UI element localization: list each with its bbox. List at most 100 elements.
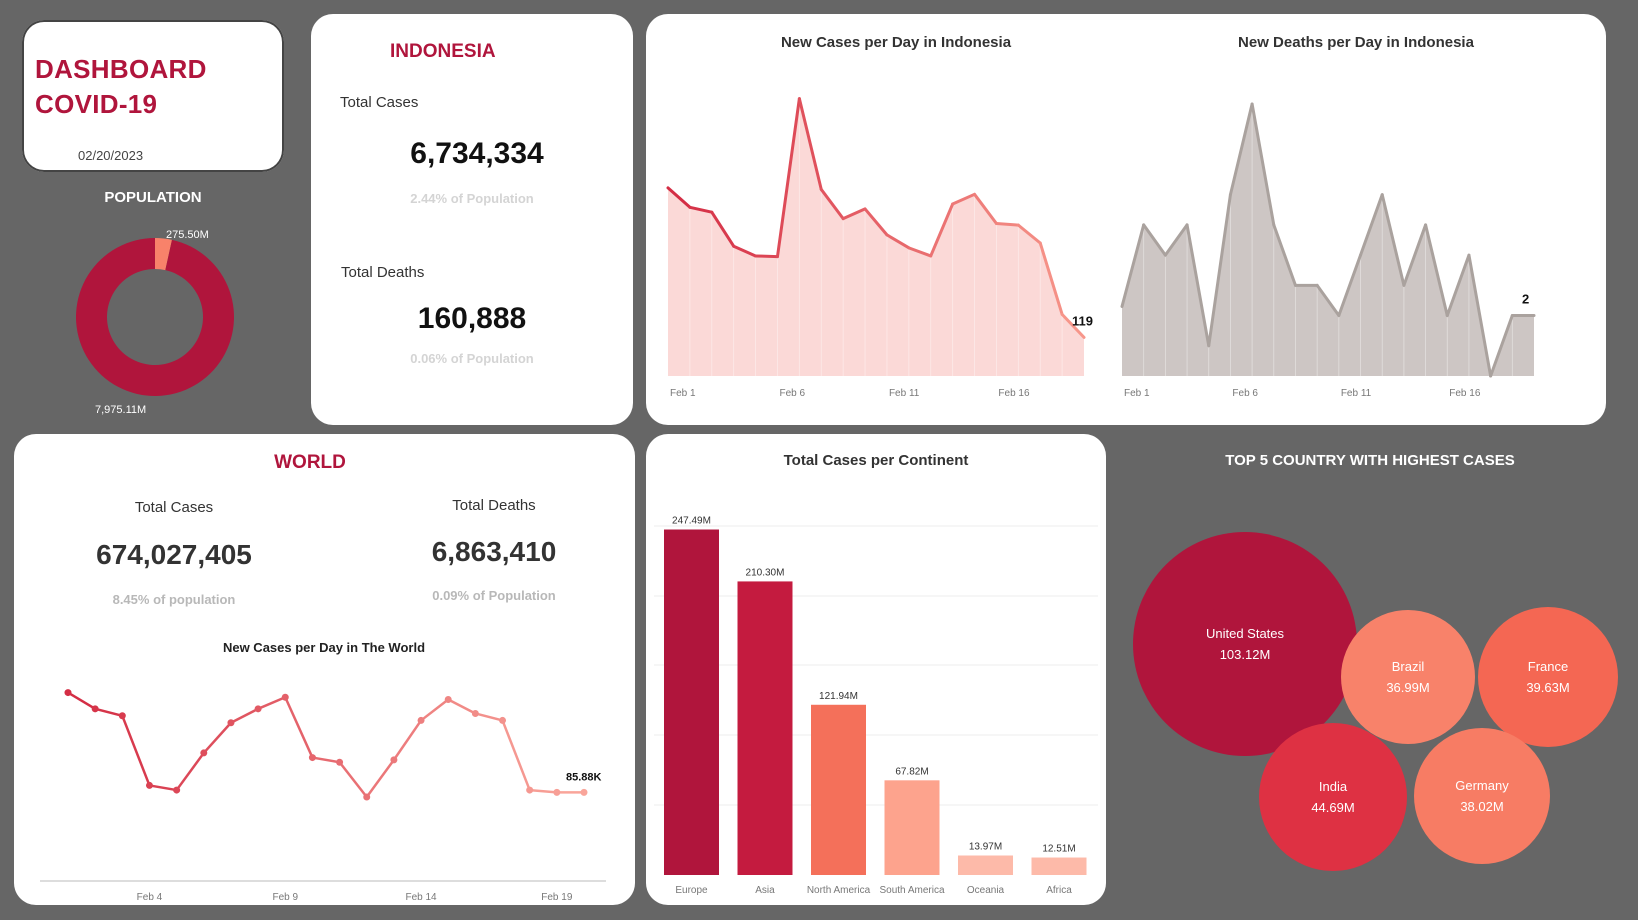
series-line-segment [420,698,449,722]
series-line-segment [1142,223,1167,257]
indonesia-deaths-chart: Feb 1 Feb 6 Feb 11 Feb 16 2 [1120,102,1536,399]
data-point [444,696,452,704]
world-card: WORLD Total Cases 674,027,405 8.45% of p… [14,434,635,905]
data-point [553,788,561,796]
data-point [173,786,181,794]
donut-slices [75,238,234,396]
series-line-segment [1120,223,1146,308]
bubble [1133,532,1357,756]
top5-bubble-chart: United States 103.12M Brazil 36.99M France 39… [1133,532,1618,871]
indonesia-title: INDONESIA [390,41,496,62]
indonesia-cases-chart: Feb 1 Feb 6 Feb 11 Feb 16 119 [666,97,1093,399]
x-tick-label: Feb 4 [137,892,163,903]
indonesia-cases-chart-title: New Cases per Day in Indonesia [780,34,1012,51]
category-label: Asia [755,885,775,896]
area-fill [668,98,1084,376]
indonesia-cases-value: 6,734,334 [410,137,544,170]
series-line-segment [732,244,758,258]
bar [811,704,866,875]
bubble-value-label: 39.63M [1526,680,1569,695]
world-deaths-label: Total Deaths [452,497,536,514]
series-line-segment [1489,314,1514,378]
bubble-chart-title: TOP 5 COUNTRY WITH HIGHEST CASES [1225,452,1515,469]
indonesia-deaths-pct: 0.06% of Population [410,351,534,366]
series-line-segment [1185,223,1211,348]
world-deaths-pct: 0.09% of Population [432,588,556,603]
x-tick-label: Feb 11 [889,388,920,399]
donut-label-small: 275.50M [166,229,209,241]
bar-value-label: 247.49M [672,516,711,527]
series-line-segment [1467,253,1493,378]
series-line-segment [1359,193,1384,257]
x-tick-label: Feb 9 [272,892,298,903]
bubble [1414,728,1550,864]
bubble-value-label: 36.99M [1386,680,1429,695]
bar-value-label: 12.51M [1042,844,1075,855]
series-line-segment [688,205,714,214]
last-value-label: 85.88K [566,771,602,783]
series-line-segment [1207,193,1232,348]
indonesia-timeseries-card: New Cases per Day in Indonesia New Death… [646,14,1606,425]
data-point [499,716,507,724]
data-point [145,781,153,789]
dashboard-title: DASHBOARD COVID-19 [35,52,207,122]
bar-value-label: 67.82M [895,766,928,777]
continent-chart-title: Total Cases per Continent [783,452,969,469]
title-line-1: DASHBOARD [35,54,207,84]
series-line-segment [1060,312,1086,339]
data-point [363,793,371,801]
data-point [336,758,344,766]
bubble-name-label: India [1319,779,1348,794]
data-point [118,712,126,720]
x-tick-label: Feb 19 [541,892,573,903]
data-point [580,788,588,796]
bar [1031,857,1087,875]
indonesia-cases-label: Total Cases [340,94,419,111]
series-line-segment [149,784,177,792]
data-point [526,786,534,794]
series-line-segment [951,192,977,206]
series-line-segment [1163,223,1189,257]
series-line-segment [1445,253,1471,318]
series-line-segment [1380,193,1406,287]
series-line-segment [1315,283,1341,318]
series-line-segment [973,192,998,226]
series-line-segment [994,222,1020,227]
x-tick-label: Feb 14 [405,892,437,903]
bubble-name-label: Germany [1455,778,1509,793]
series-line-segment [754,254,779,259]
data-point [254,705,262,713]
x-tick-label: Feb 1 [670,388,696,399]
bar-value-label: 13.97M [969,841,1002,852]
indonesia-card: INDONESIA Total Cases 6,734,334 2.44% of… [311,14,633,425]
world-deaths-value: 6,863,410 [431,536,557,567]
bar [958,855,1013,875]
bubble-name-label: Brazil [1392,659,1425,674]
title-line-2: COVID-19 [35,89,158,119]
bar [884,780,940,875]
x-tick-label: Feb 16 [998,388,1030,399]
series-line-segment [175,752,205,791]
series-line-segment [666,186,692,209]
series-line-segment [529,788,557,794]
bubble [1259,723,1407,871]
series-line-segment [202,721,232,754]
world-title: WORLD [274,452,346,473]
indonesia-cases-pct: 2.44% of Population [410,191,534,206]
series-line-segment [230,707,259,724]
bubble-value-label: 44.69M [1311,800,1354,815]
indonesia-deaths-chart-title: New Deaths per Day in Indonesia [1238,34,1474,51]
bubble [1478,607,1618,747]
bar-value-label: 210.30M [746,567,785,578]
x-tick-label: Feb 16 [1449,388,1481,399]
continent-card: Total Cases per Continent 247.49M Europe 2… [646,434,1106,905]
series-line-segment [475,712,503,722]
bar [737,581,793,875]
data-point [200,749,208,757]
population-donut: 275.50M 7,975.11M [75,229,234,415]
x-tick-label: Feb 1 [1124,388,1150,399]
series-line-segment [797,97,823,191]
series-line-segment [841,207,867,221]
series-line-segment [710,210,736,248]
series-line-segment [1272,223,1297,287]
